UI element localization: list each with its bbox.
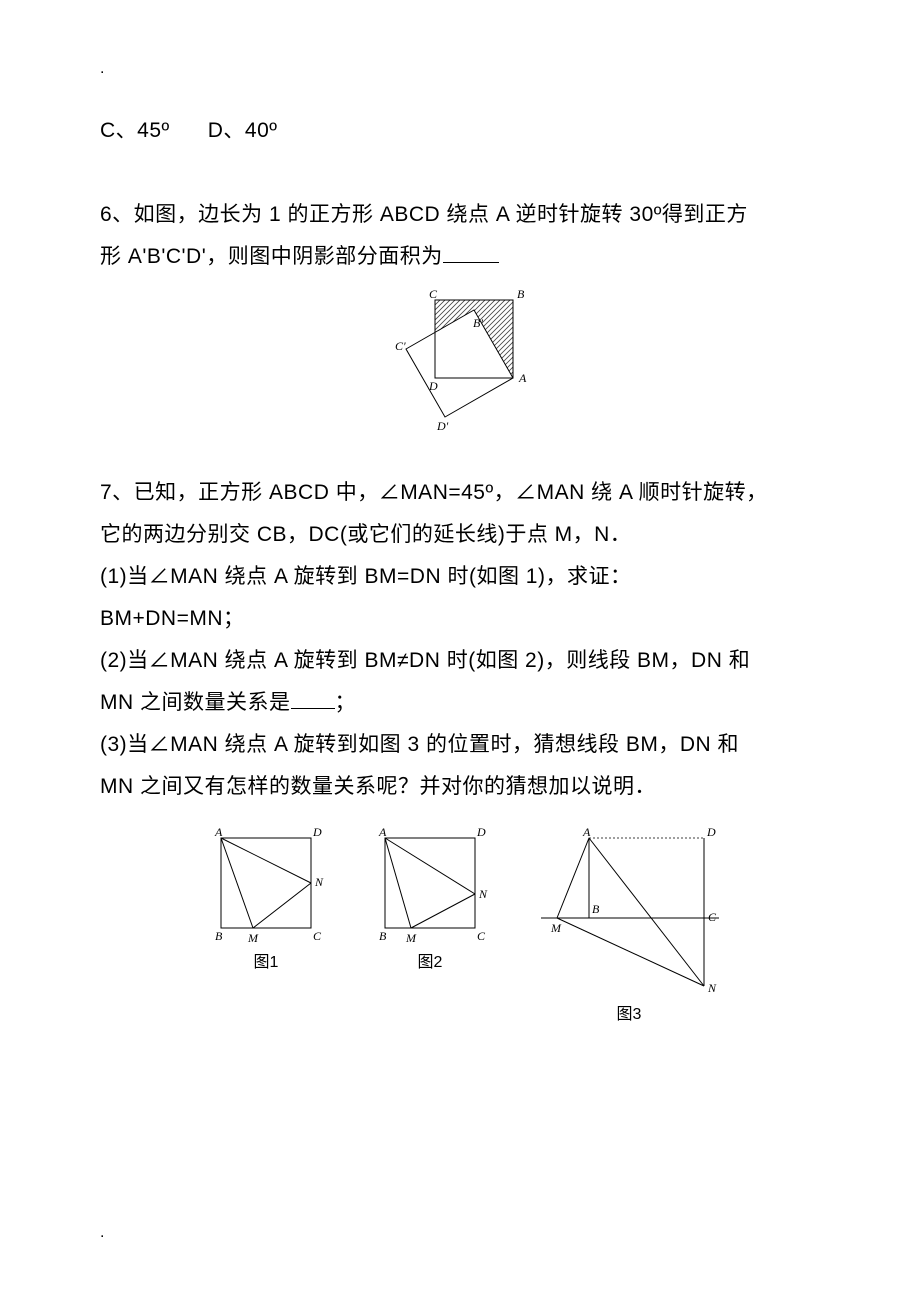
q6-line1: 6、如图，边长为 1 的正方形 ABCD 绕点 A 逆时针旋转 30º得到正方 [100, 194, 830, 236]
svg-text:A: A [582, 826, 591, 839]
svg-text:N: N [314, 875, 324, 889]
svg-text:A: A [214, 826, 223, 839]
q6-line2-text: 形 A'B'C'D'，则图中阴影部分面积为 [100, 245, 443, 268]
fig2-caption: 图2 [418, 948, 443, 972]
q7-line1: 7、已知，正方形 ABCD 中，∠MAN=45º，∠MAN 绕 A 顺时针旋转， [100, 472, 830, 514]
svg-text:D: D [706, 826, 716, 839]
q7-fig3: A D B M C N 图3 [529, 826, 729, 1024]
svg-text:D: D [476, 826, 486, 839]
lbl-A: A [518, 371, 527, 385]
q7-line2: 它的两边分别交 CB，DC(或它们的延长线)于点 M，N． [100, 514, 830, 556]
q7-fig1: A D B M C N 图1 [201, 826, 331, 972]
opt-d-label: D、 [208, 119, 245, 142]
q6-line2: 形 A'B'C'D'，则图中阴影部分面积为 [100, 236, 830, 278]
svg-text:M: M [550, 921, 562, 935]
opt-d-value: 40º [245, 119, 278, 142]
svg-text:B: B [215, 929, 223, 943]
opt-c-value: 45º [137, 119, 170, 142]
lbl-B: B [517, 287, 525, 301]
page-content: C、45º D、40º 6、如图，边长为 1 的正方形 ABCD 绕点 A 逆时… [100, 110, 830, 1024]
svg-text:N: N [707, 981, 717, 995]
page-bottom-dot: . [100, 1224, 104, 1242]
opt-c-label: C、 [100, 119, 137, 142]
q6-svg: C B B' C' D D' A [375, 280, 555, 440]
svg-text:M: M [247, 931, 259, 945]
fig3-caption: 图3 [617, 1000, 642, 1024]
q7-fig2: A D B M C N 图2 [365, 826, 495, 972]
q6-blank [443, 244, 499, 263]
lbl-D: D [428, 379, 438, 393]
svg-text:B: B [592, 902, 600, 916]
q5-options-tail: C、45º D、40º [100, 110, 830, 152]
q7-figures: A D B M C N 图1 A D B M C N 图2 [100, 826, 830, 1024]
svg-text:A: A [378, 826, 387, 839]
q7-line5: (2)当∠MAN 绕点 A 旋转到 BM≠DN 时(如图 2)，则线段 BM，D… [100, 640, 830, 682]
q7-line3: (1)当∠MAN 绕点 A 旋转到 BM=DN 时(如图 1)，求证： [100, 556, 830, 598]
q7-line7: (3)当∠MAN 绕点 A 旋转到如图 3 的位置时，猜想线段 BM，DN 和 [100, 724, 830, 766]
svg-text:D: D [312, 826, 322, 839]
svg-text:C: C [477, 929, 486, 943]
svg-text:C: C [313, 929, 322, 943]
lbl-Cp: C' [395, 339, 406, 353]
lbl-Dp: D' [436, 419, 449, 433]
svg-text:N: N [478, 887, 488, 901]
svg-text:B: B [379, 929, 387, 943]
q7-line6-prefix: MN 之间数量关系是 [100, 691, 291, 714]
svg-text:M: M [405, 931, 417, 945]
q7-line6: MN 之间数量关系是 ； [100, 682, 830, 724]
svg-text:C: C [708, 910, 717, 924]
q7-blank [291, 690, 335, 709]
lbl-C: C [429, 287, 438, 301]
q7-line8: MN 之间又有怎样的数量关系呢？并对你的猜想加以说明． [100, 766, 830, 808]
fig1-caption: 图1 [254, 948, 279, 972]
q6-figure: C B B' C' D D' A [100, 280, 830, 440]
page-top-dot: . [100, 60, 104, 78]
q7-line4: BM+DN=MN； [100, 598, 830, 640]
q7-line6-suffix: ； [335, 691, 357, 714]
lbl-Bp: B' [473, 316, 483, 330]
